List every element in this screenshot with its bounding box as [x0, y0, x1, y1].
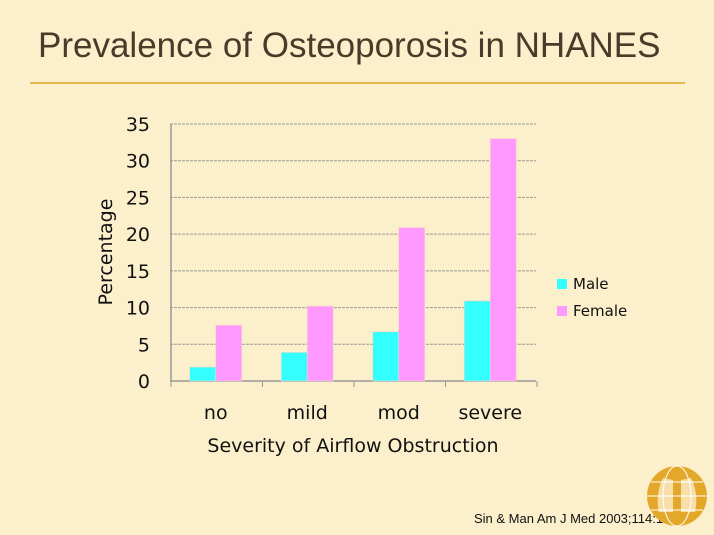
y-tick-label: 20 [126, 224, 150, 246]
y-tick-label: 15 [126, 261, 150, 283]
x-tick-label: severe [458, 402, 522, 424]
title-divider [30, 82, 685, 84]
x-tick-label: mild [287, 402, 328, 424]
legend-swatch-female [557, 306, 567, 316]
x-tick-label: no [204, 402, 228, 424]
bar-female-mild [306, 305, 334, 382]
y-tick-label: 30 [126, 151, 150, 173]
y-tick-label: 10 [126, 298, 150, 320]
y-tick-label: 0 [138, 371, 150, 393]
x-tick-label: mod [378, 402, 420, 424]
x-axis-title: Severity of Airflow Obstruction [207, 435, 498, 457]
y-axis-title: Percentage [95, 199, 117, 306]
bar-female-mod [398, 227, 426, 382]
legend-label-male: Male [573, 275, 609, 293]
bar-male-severe [463, 300, 491, 382]
legend-swatch-male [557, 279, 567, 289]
y-tick-label: 5 [138, 334, 150, 356]
slide-title: Prevalence of Osteoporosis in NHANES [38, 26, 661, 65]
bar-male-mod [372, 331, 400, 382]
bar-male-no [189, 366, 217, 382]
bar-male-mild [280, 352, 308, 382]
y-tick-label: 35 [126, 114, 150, 136]
y-tick-label: 25 [126, 187, 150, 209]
bar-female-no [215, 324, 243, 382]
citation: Sin & Man Am J Med 2003;114:10-14 [474, 511, 690, 526]
globe-lungs-logo [647, 465, 707, 527]
bar-female-severe [489, 138, 517, 382]
legend-label-female: Female [573, 302, 627, 320]
